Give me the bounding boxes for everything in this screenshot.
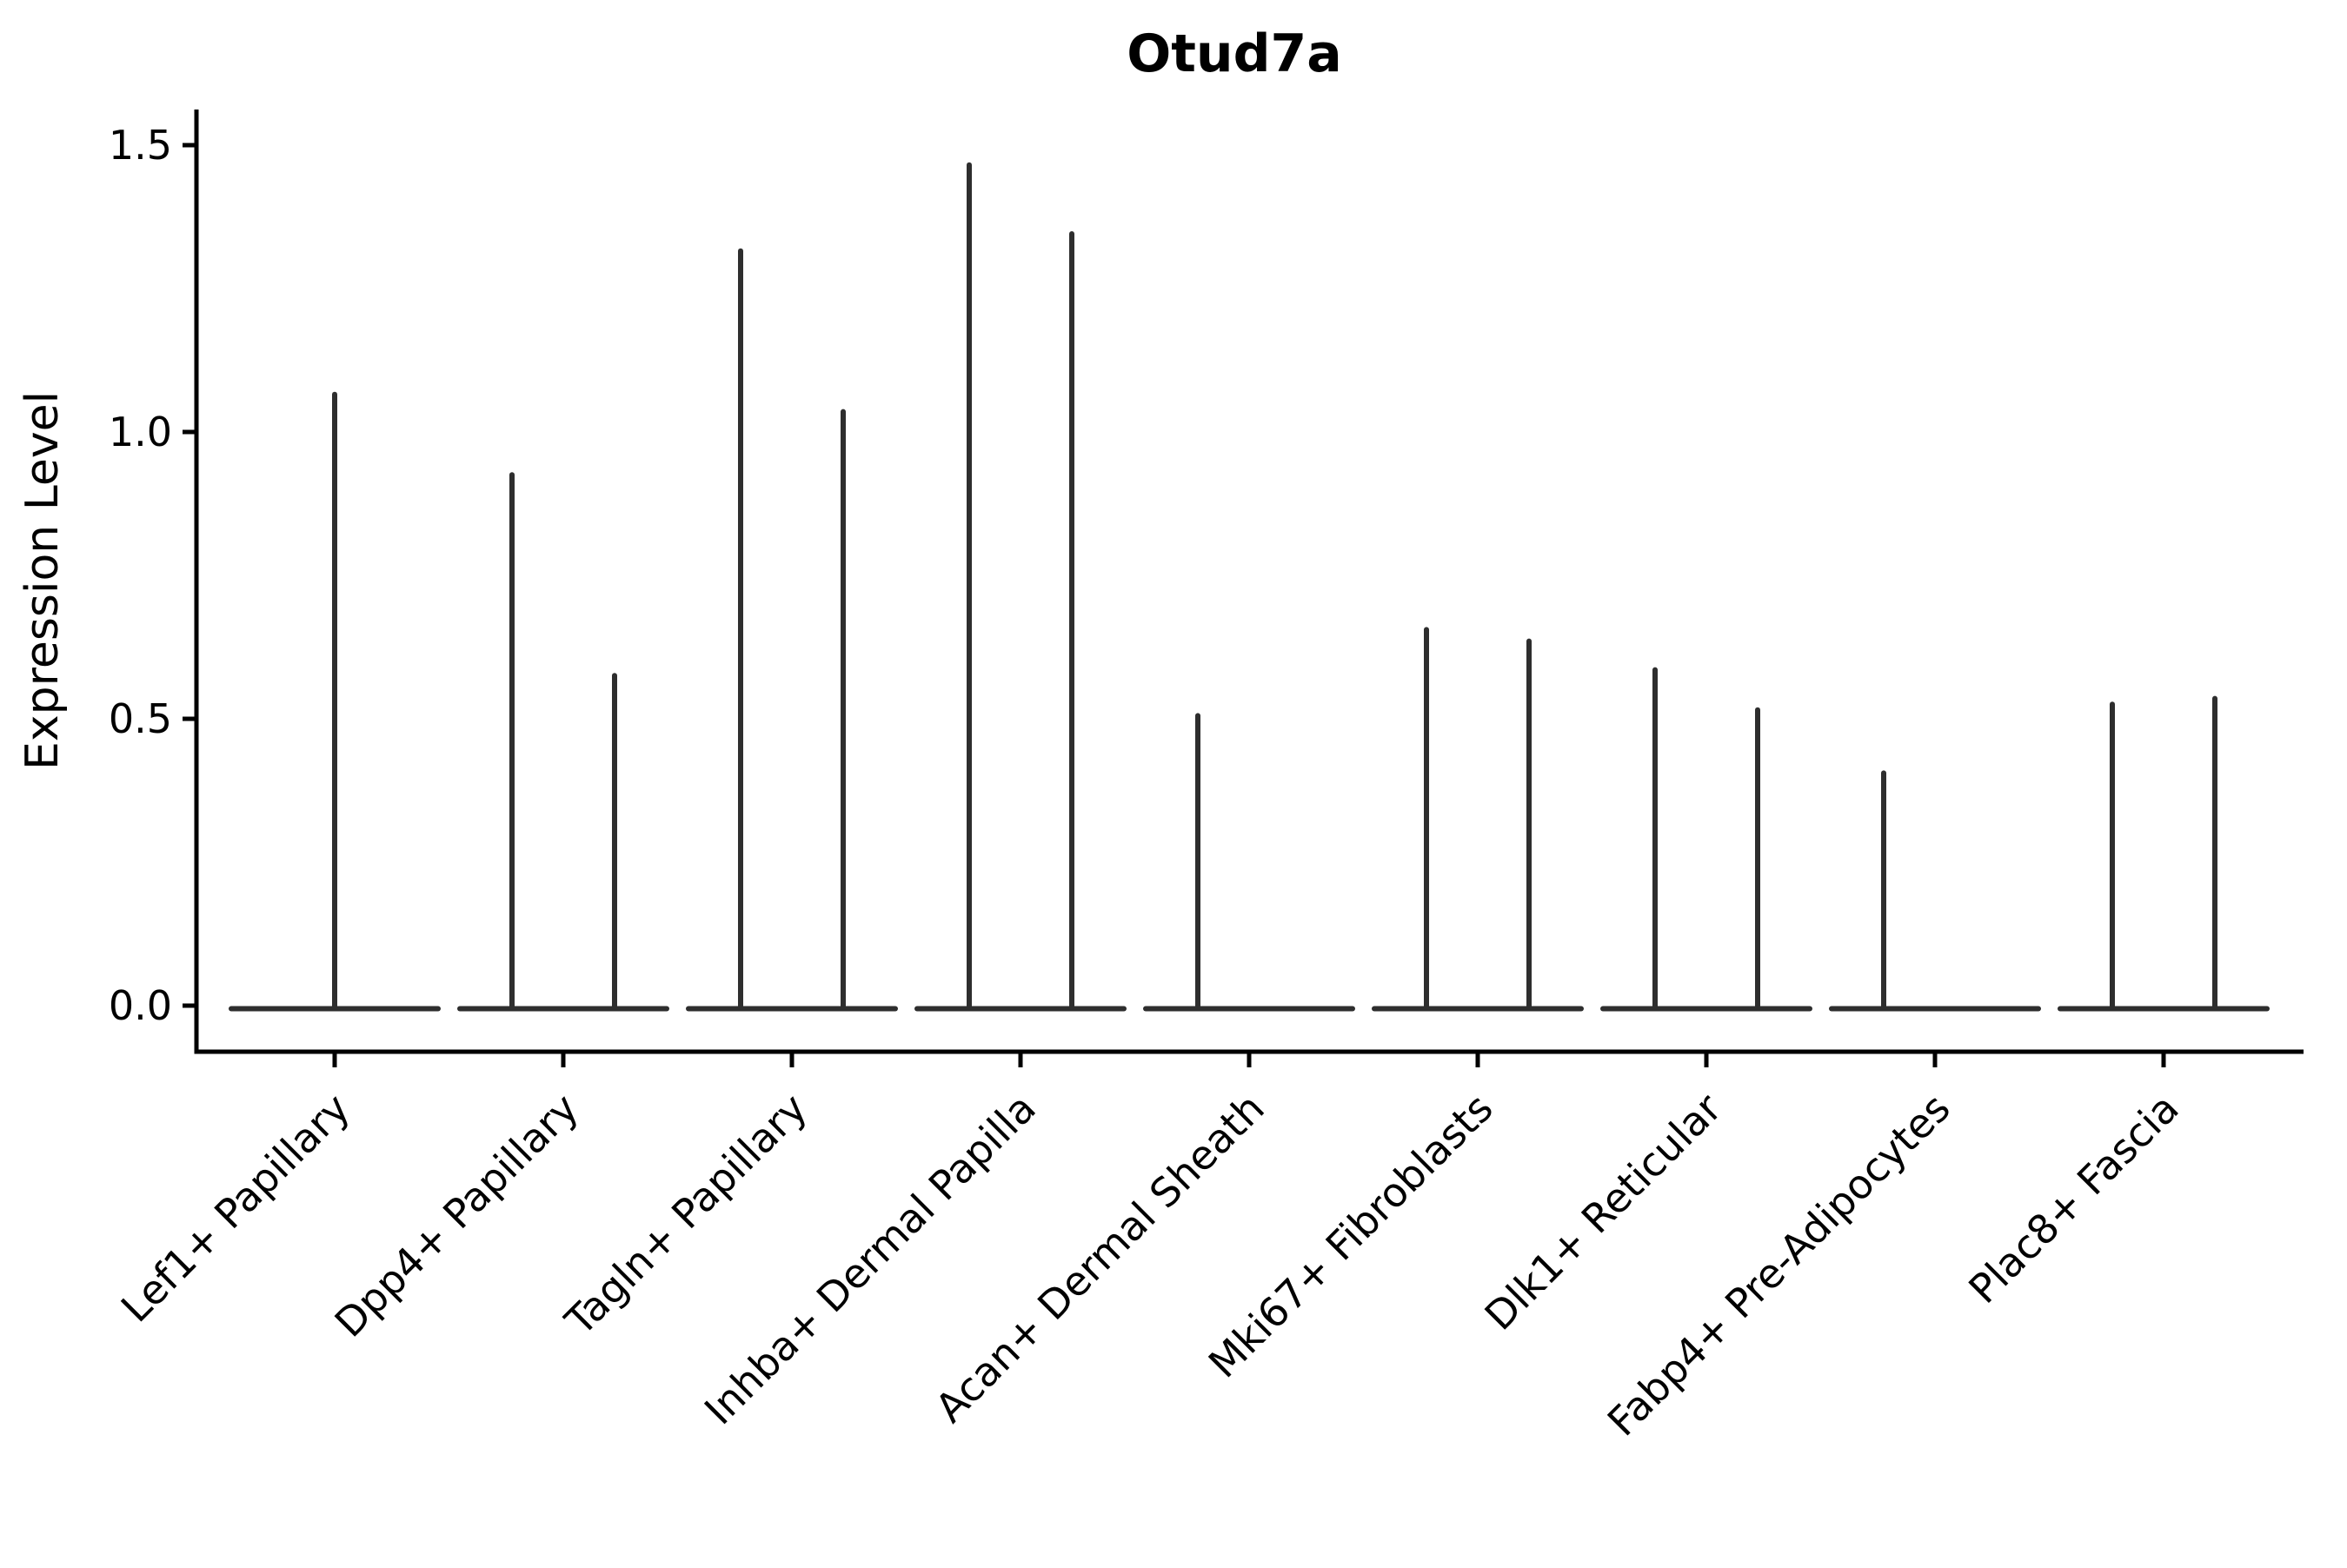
chart-title: Otud7a [1127, 23, 1342, 84]
x-tick-label: Tagln+ Papillary [555, 1085, 816, 1345]
violin-max-spike [1652, 667, 1658, 1011]
x-tick-label: Plac8+ Fascia [1959, 1085, 2187, 1312]
violin-max-spike [332, 391, 337, 1011]
violin-base [1143, 1006, 1355, 1012]
violin-group [686, 248, 898, 1012]
violin-base [1372, 1006, 1584, 1012]
violin-base [457, 1006, 669, 1012]
y-axis-label: Expression Level [17, 391, 69, 770]
violin-base [1600, 1006, 1812, 1012]
violin-base [686, 1006, 898, 1012]
violin-max-spike [1526, 638, 1532, 1011]
x-tick-label: Lef1+ Papillary [112, 1085, 359, 1332]
violin-max-spike [509, 472, 515, 1011]
violin-group [2058, 695, 2270, 1012]
violins [229, 162, 2270, 1012]
violin-base [2058, 1006, 2270, 1012]
violin-group [1600, 667, 1812, 1012]
violin-group [1143, 713, 1355, 1012]
violin-max-spike [1069, 231, 1074, 1011]
y-tick-label: 0.5 [109, 695, 172, 742]
violin-max-spike [612, 673, 617, 1011]
violin-max-spike [2110, 701, 2115, 1011]
violin-max-spike [841, 409, 846, 1012]
y-tick-label: 1.5 [109, 122, 172, 169]
violin-group [1372, 627, 1584, 1012]
violin-group [457, 472, 669, 1012]
violin-max-spike [1881, 770, 1886, 1011]
x-tick-label: Dpp4+ Papillary [326, 1085, 588, 1346]
violin-max-spike [1755, 707, 1760, 1011]
violin-max-spike [738, 248, 743, 1011]
violin-max-spike [1424, 627, 1429, 1011]
x-tick-label: Dlk1+ Reticular [1476, 1085, 1731, 1339]
violin-max-spike [967, 162, 972, 1012]
violin-max-spike [1195, 713, 1200, 1011]
violin-group [1829, 770, 2041, 1012]
violin-max-spike [2212, 695, 2217, 1011]
y-tick-label: 0.0 [109, 982, 172, 1029]
y-tick-label: 1.0 [109, 409, 172, 455]
y-tick-labels: 0.0 0.5 1.0 1.5 [109, 122, 196, 1029]
violin-base [914, 1006, 1127, 1012]
violin-base [1829, 1006, 2041, 1012]
violin-group [914, 162, 1127, 1012]
violin-group [229, 391, 441, 1012]
